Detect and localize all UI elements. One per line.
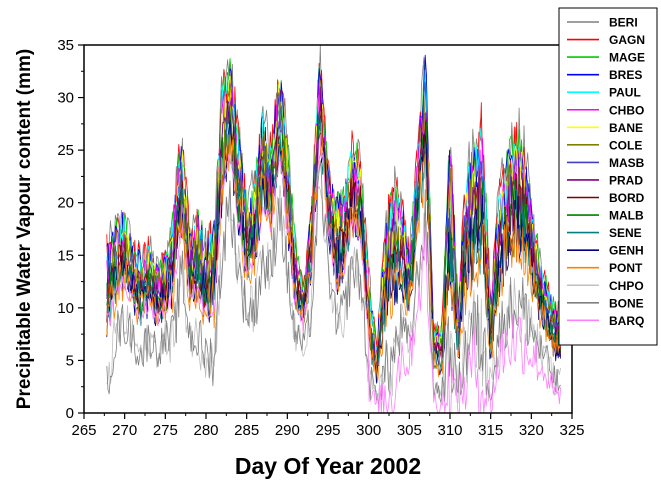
series-line-sene <box>106 111 561 370</box>
x-tick-label: 315 <box>478 422 503 439</box>
y-axis-title: Precipitable Water Vapour content (mm) <box>14 49 35 409</box>
legend-label-gagn: GAGN <box>609 33 645 47</box>
axis-ticks: 265 270 275 280 285 290 295 300 305 310 315 320 3250… <box>57 37 584 439</box>
y-tick-label: 35 <box>57 37 74 54</box>
series-line-barq <box>106 134 561 414</box>
legend-label-bord: BORD <box>609 191 645 205</box>
legend: BERI GAGN MAGE BRES PAUL CHBO BANE COLE MASB PRAD… <box>558 7 658 346</box>
x-tick-label: 310 <box>437 422 462 439</box>
x-tick-label: 280 <box>193 422 218 439</box>
series-line-pont <box>106 122 561 383</box>
x-tick-label: 285 <box>234 422 259 439</box>
x-tick-label: 275 <box>153 422 178 439</box>
y-tick-label: 25 <box>57 142 74 159</box>
x-tick-label: 290 <box>275 422 300 439</box>
y-tick-label: 10 <box>57 300 74 317</box>
y-tick-label: 15 <box>57 247 74 264</box>
y-tick-label: 20 <box>57 195 74 212</box>
legend-label-pont: PONT <box>609 261 643 275</box>
y-tick-label: 30 <box>57 90 74 107</box>
legend-label-cole: COLE <box>609 138 642 152</box>
series-line-bane <box>106 76 561 363</box>
legend-box <box>558 7 658 346</box>
legend-label-bone: BONE <box>609 296 644 310</box>
legend-label-mage: MAGE <box>609 51 645 65</box>
x-tick-label: 305 <box>397 422 422 439</box>
legend-label-genh: GENH <box>609 244 644 258</box>
x-tick-label: 300 <box>356 422 381 439</box>
legend-label-malb: MALB <box>609 209 644 223</box>
legend-label-paul: PAUL <box>609 86 641 100</box>
x-axis-title: Day Of Year 2002 <box>235 453 421 479</box>
legend-label-bane: BANE <box>609 121 643 135</box>
x-tick-label: 295 <box>315 422 340 439</box>
series-line-genh <box>106 120 561 384</box>
x-tick-label: 265 <box>71 422 96 439</box>
x-tick-label: 320 <box>519 422 544 439</box>
x-tick-label: 325 <box>559 422 584 439</box>
legend-label-masb: MASB <box>609 156 645 170</box>
legend-label-chpo: CHPO <box>609 279 644 293</box>
legend-label-chbo: CHBO <box>609 103 644 117</box>
y-tick-label: 0 <box>66 405 74 422</box>
x-tick-label: 270 <box>112 422 137 439</box>
y-tick-label: 5 <box>66 352 74 369</box>
legend-label-beri: BERI <box>609 16 638 30</box>
series-lines <box>106 44 561 414</box>
legend-label-bres: BRES <box>609 68 642 82</box>
legend-label-barq: BARQ <box>609 314 644 328</box>
series-line-bone <box>106 160 561 405</box>
legend-label-sene: SENE <box>609 226 642 240</box>
legend-label-prad: PRAD <box>609 173 643 187</box>
